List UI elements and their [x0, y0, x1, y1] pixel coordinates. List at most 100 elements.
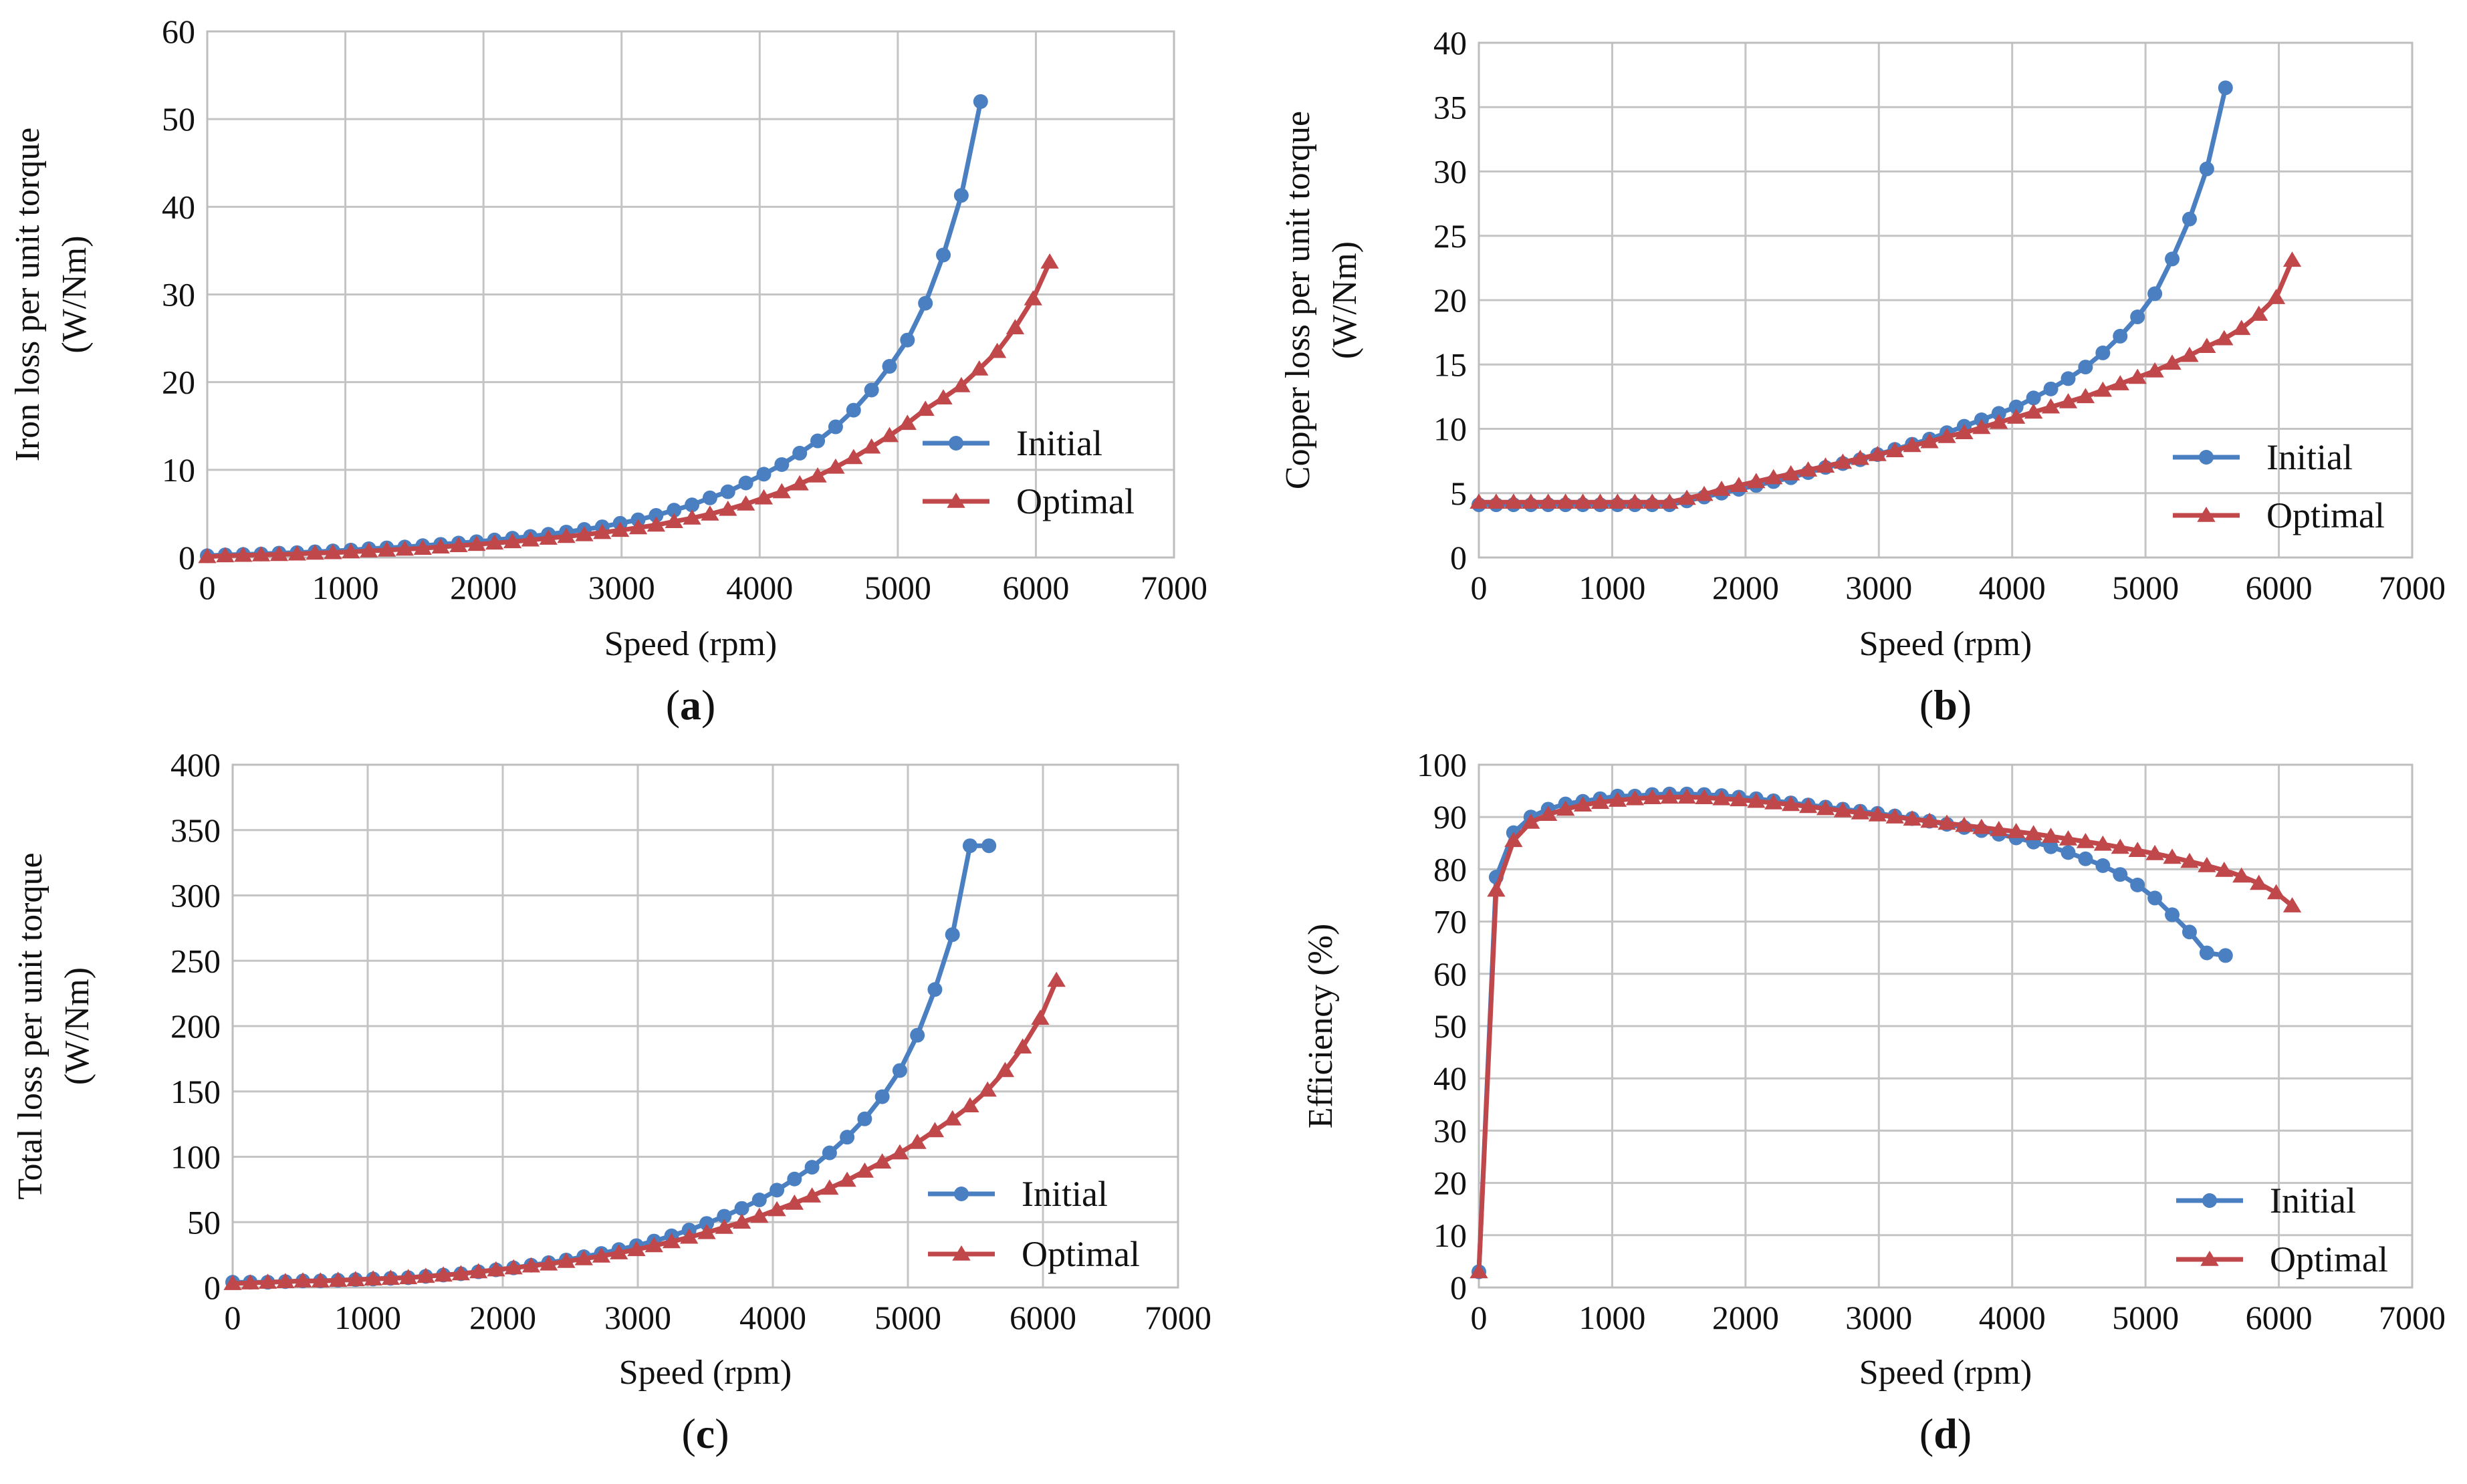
data-point-optimal [1868, 806, 1887, 822]
y-tick-label: 50 [162, 100, 195, 138]
data-point-optimal [2041, 828, 2061, 843]
chart-panel-b: 0 1000 2000 3000 4000 5000 6000 7000 0 5 10 15 20 25 3… [1279, 24, 2446, 729]
x-tick-label: 3000 [1845, 1299, 1912, 1336]
series-optimal [223, 971, 1066, 1290]
series-optimal [198, 253, 1059, 564]
data-point-optimal [1833, 453, 1853, 469]
y-tick-label: 0 [1450, 1269, 1467, 1306]
data-point-optimal [1920, 812, 1939, 828]
data-point-initial [699, 1216, 715, 1231]
chart-panel-c: 0 1000 2000 3000 4000 5000 6000 7000 0 50 100 150 20… [11, 746, 1211, 1457]
chart-panel-a: 0 1000 2000 3000 4000 5000 6000 7000 0 10 20 30 40 50… [9, 13, 1207, 729]
data-point-initial [900, 332, 915, 348]
plot-area-frame [1478, 41, 2414, 559]
data-point-optimal [1920, 432, 1939, 449]
x-tick-label: 2000 [1712, 569, 1779, 606]
data-point-optimal [2180, 852, 2199, 868]
data-point-optimal [1903, 810, 1921, 826]
data-point-optimal [276, 1273, 295, 1288]
data-point-initial [864, 382, 879, 398]
data-point-optimal [328, 1271, 348, 1287]
y-tick-label: 0 [179, 539, 195, 576]
x-tick-label: 1000 [1578, 569, 1645, 606]
data-point-optimal [1660, 788, 1679, 804]
x-tick-label: 0 [1471, 569, 1488, 606]
data-point-initial [667, 503, 682, 518]
data-point-optimal [2282, 897, 2302, 912]
x-tick-label: 3000 [604, 1299, 671, 1336]
x-tick-label: 6000 [2246, 569, 2313, 606]
data-point-optimal [855, 1162, 874, 1178]
data-point-optimal [1764, 469, 1783, 485]
data-point-initial [2182, 211, 2197, 227]
data-point-optimal [487, 1261, 505, 1277]
data-point-optimal [1764, 794, 1783, 810]
data-point-initial [2130, 877, 2145, 892]
data-point-optimal [2076, 388, 2095, 404]
data-point-optimal [2215, 330, 2234, 346]
data-point-optimal [503, 533, 522, 549]
data-point-optimal [1937, 814, 1956, 830]
data-point-optimal [1024, 290, 1042, 305]
data-point-optimal [2111, 838, 2129, 854]
data-point-optimal [575, 525, 594, 541]
data-point-optimal [342, 543, 360, 559]
y-tick-label: 100 [1417, 746, 1467, 783]
data-point-optimal [820, 1179, 839, 1195]
x-tick-label: 5000 [2112, 1299, 2179, 1336]
data-point-initial [2218, 948, 2233, 963]
data-point-initial [2199, 945, 2214, 961]
data-point-optimal [346, 1271, 365, 1286]
data-point-optimal [1522, 493, 1540, 509]
y-tick-label: 90 [1433, 798, 1467, 836]
data-point-optimal [399, 1269, 418, 1285]
data-point-optimal [838, 1171, 856, 1187]
data-point-optimal [1031, 1009, 1050, 1025]
data-point-initial [774, 457, 790, 472]
data-point-optimal [961, 1097, 979, 1112]
data-point-optimal [1040, 253, 1059, 269]
panels: 0 1000 2000 3000 4000 5000 6000 700001020304050… [9, 13, 2446, 1457]
legend-swatch-marker [2197, 507, 2216, 522]
data-point-optimal [1816, 799, 1835, 816]
data-point-optimal [2198, 856, 2216, 872]
data-point-optimal [241, 1274, 259, 1289]
chart-panel-d: 0 1000 2000 3000 4000 5000 6000 7000 0 10 20 30 40 50… [1302, 746, 2446, 1457]
y-tick-label: 0 [1450, 539, 1467, 576]
data-point-optimal [1695, 485, 1714, 501]
data-point-optimal [1504, 832, 1523, 848]
data-point-optimal [1643, 789, 1661, 804]
y-tick-label: 70 [1433, 903, 1467, 941]
panel-label-close-paren: ) [701, 681, 715, 729]
y-tick-label: 50 [1433, 1007, 1467, 1045]
data-point-optimal [1539, 493, 1558, 509]
legend-swatch-marker [2199, 450, 2214, 465]
data-point-optimal [995, 1062, 1015, 1078]
data-point-initial [981, 838, 997, 854]
data-point-optimal [2093, 835, 2112, 851]
data-point-optimal [1747, 792, 1766, 808]
data-point-optimal [557, 527, 576, 543]
data-point-initial [840, 1130, 855, 1145]
y-axis-title: Efficiency (%) [1302, 924, 1340, 1129]
legend-label: Optimal [2270, 1239, 2388, 1279]
data-point-optimal [381, 1269, 400, 1285]
data-point-optimal [469, 1263, 488, 1279]
panel-label-close-paren: ) [1958, 1410, 1972, 1457]
data-point-optimal [644, 1237, 663, 1253]
x-tick-label: 0 [1471, 1299, 1488, 1336]
y-axis-title: Total loss per unit torque [11, 852, 49, 1199]
data-point-optimal [413, 539, 432, 555]
data-point-initial [770, 1183, 785, 1198]
data-point-optimal [1903, 437, 1921, 453]
x-tick-label: 7000 [2379, 569, 2446, 606]
data-point-optimal [952, 376, 971, 392]
data-point-optimal [908, 1134, 927, 1149]
legend-item-optimal: Optimal [923, 481, 1135, 521]
data-point-optimal [754, 489, 774, 505]
data-point-optimal [557, 1252, 576, 1268]
data-point-optimal [2266, 884, 2286, 900]
data-point-initial [2165, 251, 2180, 267]
panel-label-close-paren: ) [1958, 681, 1972, 729]
data-point-optimal [1677, 788, 1696, 804]
